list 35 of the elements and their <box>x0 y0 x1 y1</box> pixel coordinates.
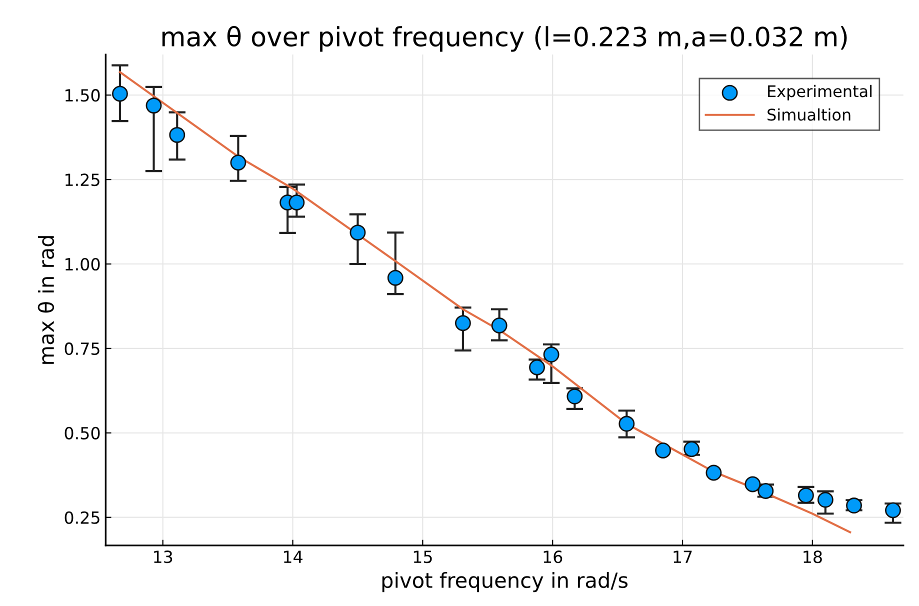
x-tick-label: 14 <box>284 550 302 563</box>
y-tick-label: 1.25 <box>66 174 100 186</box>
x-tick-label: 13 <box>154 550 172 564</box>
point <box>885 502 901 518</box>
y-tick-label: 0.75 <box>64 342 100 356</box>
x-tick-label: 17 <box>674 550 692 563</box>
y-axis-title: max θ in rad <box>38 236 54 364</box>
point <box>454 315 471 332</box>
point <box>618 416 635 432</box>
point <box>706 464 722 481</box>
point <box>387 270 404 286</box>
point <box>169 126 186 143</box>
y-tick-label: 0.25 <box>64 511 100 524</box>
point <box>655 442 672 458</box>
y-tick-label: 1.50 <box>66 89 100 102</box>
point <box>146 98 162 114</box>
legend-label: Experimental <box>768 84 872 100</box>
legend-label: Simualtion <box>768 108 850 121</box>
point <box>491 318 508 334</box>
point <box>543 346 560 363</box>
point <box>529 359 545 376</box>
x-tick-label: 16 <box>544 550 562 564</box>
point <box>566 388 583 404</box>
chart-title: max θ over pivot frequency (l=0.223 m,a=0.032 m) <box>162 26 847 52</box>
x-tick-label: 18 <box>804 550 822 564</box>
x-tick-label: 15 <box>414 550 432 564</box>
y-tick-label: 0.50 <box>64 426 100 440</box>
point <box>112 86 128 102</box>
x-axis-title: pivot frequency in rad/s <box>382 572 628 592</box>
point <box>817 492 834 508</box>
point <box>350 224 366 241</box>
point <box>744 476 761 492</box>
point <box>288 194 305 210</box>
y-tick-label: 1.00 <box>66 258 100 271</box>
point <box>230 154 246 171</box>
